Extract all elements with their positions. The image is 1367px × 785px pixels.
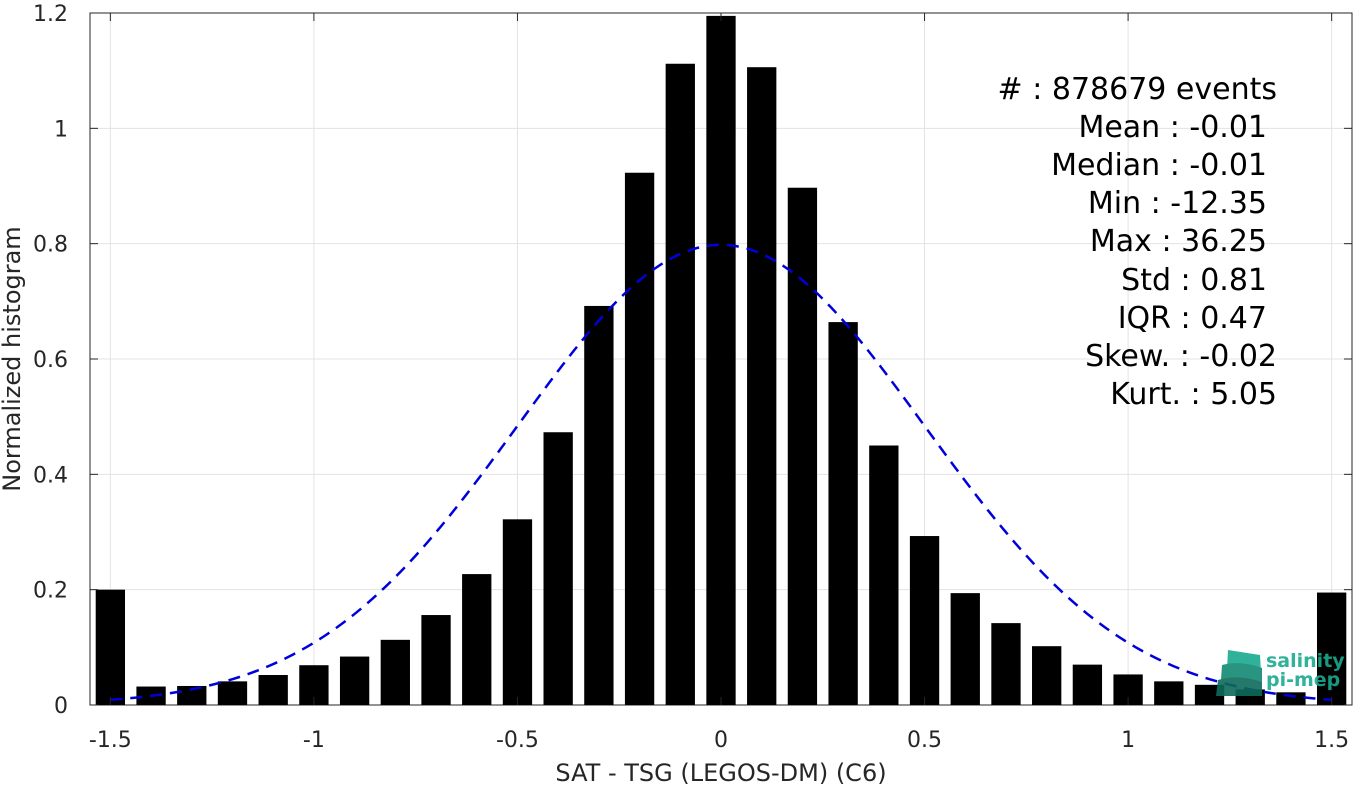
- x-axis-ticks: -1.5 -1 -0.5 0 0.5 1 1.5: [89, 13, 1349, 753]
- salinity-pimep-logo: salinity pi-mep: [1216, 650, 1345, 696]
- stats-events: # : 878679 events: [998, 72, 1277, 107]
- histogram-bar: [909, 536, 940, 705]
- stats-median: Median : -0.01: [1051, 148, 1267, 183]
- histogram-bar: [1316, 592, 1347, 705]
- y-tick-label: 0: [54, 694, 68, 719]
- histogram-bar: [543, 432, 573, 705]
- y-tick-label: 0.4: [33, 463, 68, 488]
- histogram-bar: [177, 685, 207, 705]
- y-tick-label: 1.2: [33, 2, 68, 27]
- stats-panel: # : 878679 events Mean : -0.01 Median : …: [998, 72, 1277, 412]
- histogram-bar: [1032, 646, 1062, 705]
- histogram-bar: [462, 574, 492, 705]
- histogram-bar: [950, 593, 980, 705]
- logo-line1: salinity: [1266, 650, 1345, 672]
- histogram-bar: [258, 675, 288, 705]
- histogram-bar: [1276, 692, 1306, 705]
- x-tick-label: -1: [303, 728, 325, 753]
- histogram-bar: [217, 681, 248, 705]
- histogram-bar: [828, 322, 858, 705]
- stats-max: Max : 36.25: [1090, 224, 1267, 259]
- histogram-bar: [665, 63, 695, 706]
- stats-std: Std : 0.81: [1121, 263, 1267, 298]
- stats-mean: Mean : -0.01: [1078, 110, 1267, 145]
- histogram-bar: [624, 172, 655, 705]
- y-tick-label: 0.8: [33, 233, 68, 258]
- x-tick-label: -1.5: [89, 728, 132, 753]
- stats-iqr: IQR : 0.47: [1118, 301, 1267, 336]
- stats-kurt: Kurt. : 5.05: [1110, 377, 1277, 412]
- histogram-bar: [339, 656, 370, 705]
- histogram-bar: [1072, 664, 1103, 705]
- y-axis-ticks: 0 0.2 0.4 0.6 0.8 1 1.2: [33, 2, 1352, 719]
- histogram-bar: [95, 589, 126, 705]
- x-tick-label: 0.5: [907, 728, 942, 753]
- wave-logo-icon: [1216, 650, 1262, 696]
- histogram-bar: [747, 67, 777, 705]
- histogram-bar: [869, 445, 899, 705]
- y-axis-label: Normalized histogram: [0, 226, 26, 491]
- x-tick-label: -0.5: [496, 728, 539, 753]
- y-tick-label: 0.2: [33, 579, 68, 604]
- x-tick-label: 1: [1121, 728, 1135, 753]
- histogram-bar: [1154, 681, 1184, 705]
- histogram-bar: [706, 15, 736, 705]
- histogram-bar: [380, 639, 410, 705]
- logo-line2: pi-mep: [1266, 669, 1340, 691]
- histogram-bars: [95, 15, 1347, 706]
- y-tick-label: 1: [54, 117, 68, 142]
- histogram-bar: [502, 519, 533, 705]
- histogram-bar: [421, 615, 451, 705]
- histogram-bar: [991, 623, 1021, 705]
- x-axis-label: SAT - TSG (LEGOS-DM) (C6): [555, 759, 886, 785]
- x-tick-label: 1.5: [1314, 728, 1349, 753]
- y-tick-label: 0.6: [33, 348, 68, 373]
- stats-skew: Skew. : -0.02: [1085, 339, 1277, 374]
- histogram-bar: [584, 305, 614, 705]
- x-tick-label: 0: [714, 728, 728, 753]
- stats-min: Min : -12.35: [1088, 186, 1267, 221]
- histogram-bar: [787, 187, 818, 706]
